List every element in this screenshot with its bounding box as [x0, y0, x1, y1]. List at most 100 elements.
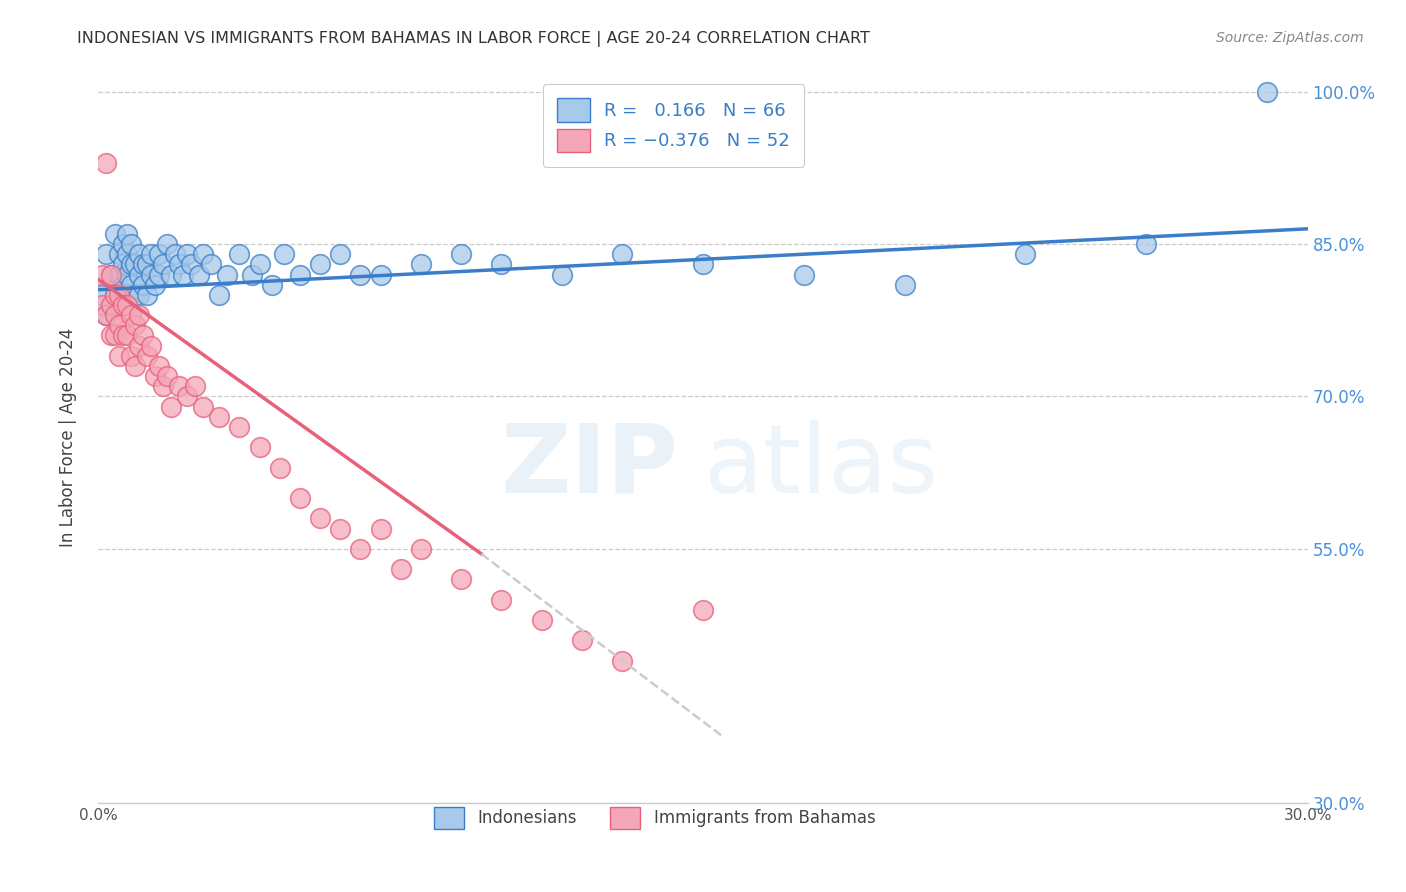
- Point: [107, 288, 129, 302]
- Point: [100, 328, 122, 343]
- Point: [135, 349, 157, 363]
- Point: [115, 328, 138, 343]
- Point: [167, 379, 190, 393]
- Point: [450, 247, 472, 261]
- Legend: Indonesians, Immigrants from Bahamas: Indonesians, Immigrants from Bahamas: [420, 794, 889, 842]
- Point: [288, 491, 311, 505]
- Point: [176, 389, 198, 403]
- Point: [370, 521, 392, 535]
- Point: [692, 603, 714, 617]
- Point: [692, 257, 714, 271]
- Point: [107, 318, 129, 333]
- Point: [1135, 237, 1157, 252]
- Point: [96, 155, 118, 169]
- Point: [370, 268, 392, 282]
- Point: [349, 268, 371, 282]
- Point: [135, 257, 157, 271]
- Point: [893, 277, 915, 292]
- Point: [124, 257, 146, 271]
- Text: atlas: atlas: [703, 420, 938, 513]
- Point: [107, 268, 129, 282]
- Point: [612, 654, 634, 668]
- Point: [208, 288, 231, 302]
- Point: [111, 298, 134, 312]
- Point: [309, 511, 332, 525]
- Text: ZIP: ZIP: [501, 420, 679, 513]
- Point: [551, 268, 574, 282]
- Point: [288, 268, 311, 282]
- Point: [132, 277, 155, 292]
- Point: [249, 257, 271, 271]
- Point: [135, 288, 157, 302]
- Point: [128, 308, 150, 322]
- Point: [249, 440, 271, 454]
- Point: [329, 521, 352, 535]
- Point: [128, 288, 150, 302]
- Point: [530, 613, 553, 627]
- Point: [160, 268, 183, 282]
- Point: [612, 247, 634, 261]
- Point: [139, 247, 162, 261]
- Point: [128, 268, 150, 282]
- Point: [91, 288, 114, 302]
- Point: [124, 318, 146, 333]
- Point: [120, 237, 142, 252]
- Point: [100, 268, 122, 282]
- Point: [156, 237, 179, 252]
- Point: [228, 420, 250, 434]
- Point: [107, 247, 129, 261]
- Point: [120, 308, 142, 322]
- Point: [120, 277, 142, 292]
- Point: [176, 247, 198, 261]
- Point: [349, 541, 371, 556]
- Point: [793, 268, 815, 282]
- Point: [409, 257, 432, 271]
- Point: [132, 328, 155, 343]
- Point: [208, 409, 231, 424]
- Point: [172, 268, 194, 282]
- Point: [240, 268, 263, 282]
- Point: [103, 288, 125, 302]
- Point: [111, 237, 134, 252]
- Point: [148, 359, 170, 373]
- Point: [269, 460, 291, 475]
- Point: [143, 369, 166, 384]
- Point: [139, 268, 162, 282]
- Text: INDONESIAN VS IMMIGRANTS FROM BAHAMAS IN LABOR FORCE | AGE 20-24 CORRELATION CHA: INDONESIAN VS IMMIGRANTS FROM BAHAMAS IN…: [77, 31, 870, 47]
- Point: [200, 257, 222, 271]
- Point: [111, 277, 134, 292]
- Point: [389, 562, 412, 576]
- Point: [1014, 247, 1036, 261]
- Point: [111, 257, 134, 271]
- Point: [124, 359, 146, 373]
- Point: [124, 288, 146, 302]
- Point: [571, 633, 593, 648]
- Point: [167, 257, 190, 271]
- Point: [120, 257, 142, 271]
- Point: [180, 257, 202, 271]
- Point: [115, 268, 138, 282]
- Point: [115, 298, 138, 312]
- Point: [152, 257, 174, 271]
- Point: [132, 257, 155, 271]
- Point: [193, 247, 215, 261]
- Point: [188, 268, 211, 282]
- Point: [193, 400, 215, 414]
- Point: [491, 592, 513, 607]
- Point: [409, 541, 432, 556]
- Point: [120, 349, 142, 363]
- Point: [184, 379, 207, 393]
- Point: [273, 247, 295, 261]
- Point: [156, 369, 179, 384]
- Point: [148, 268, 170, 282]
- Point: [107, 298, 129, 312]
- Point: [100, 268, 122, 282]
- Point: [103, 288, 125, 302]
- Point: [100, 298, 122, 312]
- Point: [107, 349, 129, 363]
- Point: [450, 572, 472, 586]
- Point: [128, 247, 150, 261]
- Point: [163, 247, 186, 261]
- Text: Source: ZipAtlas.com: Source: ZipAtlas.com: [1216, 31, 1364, 45]
- Point: [152, 379, 174, 393]
